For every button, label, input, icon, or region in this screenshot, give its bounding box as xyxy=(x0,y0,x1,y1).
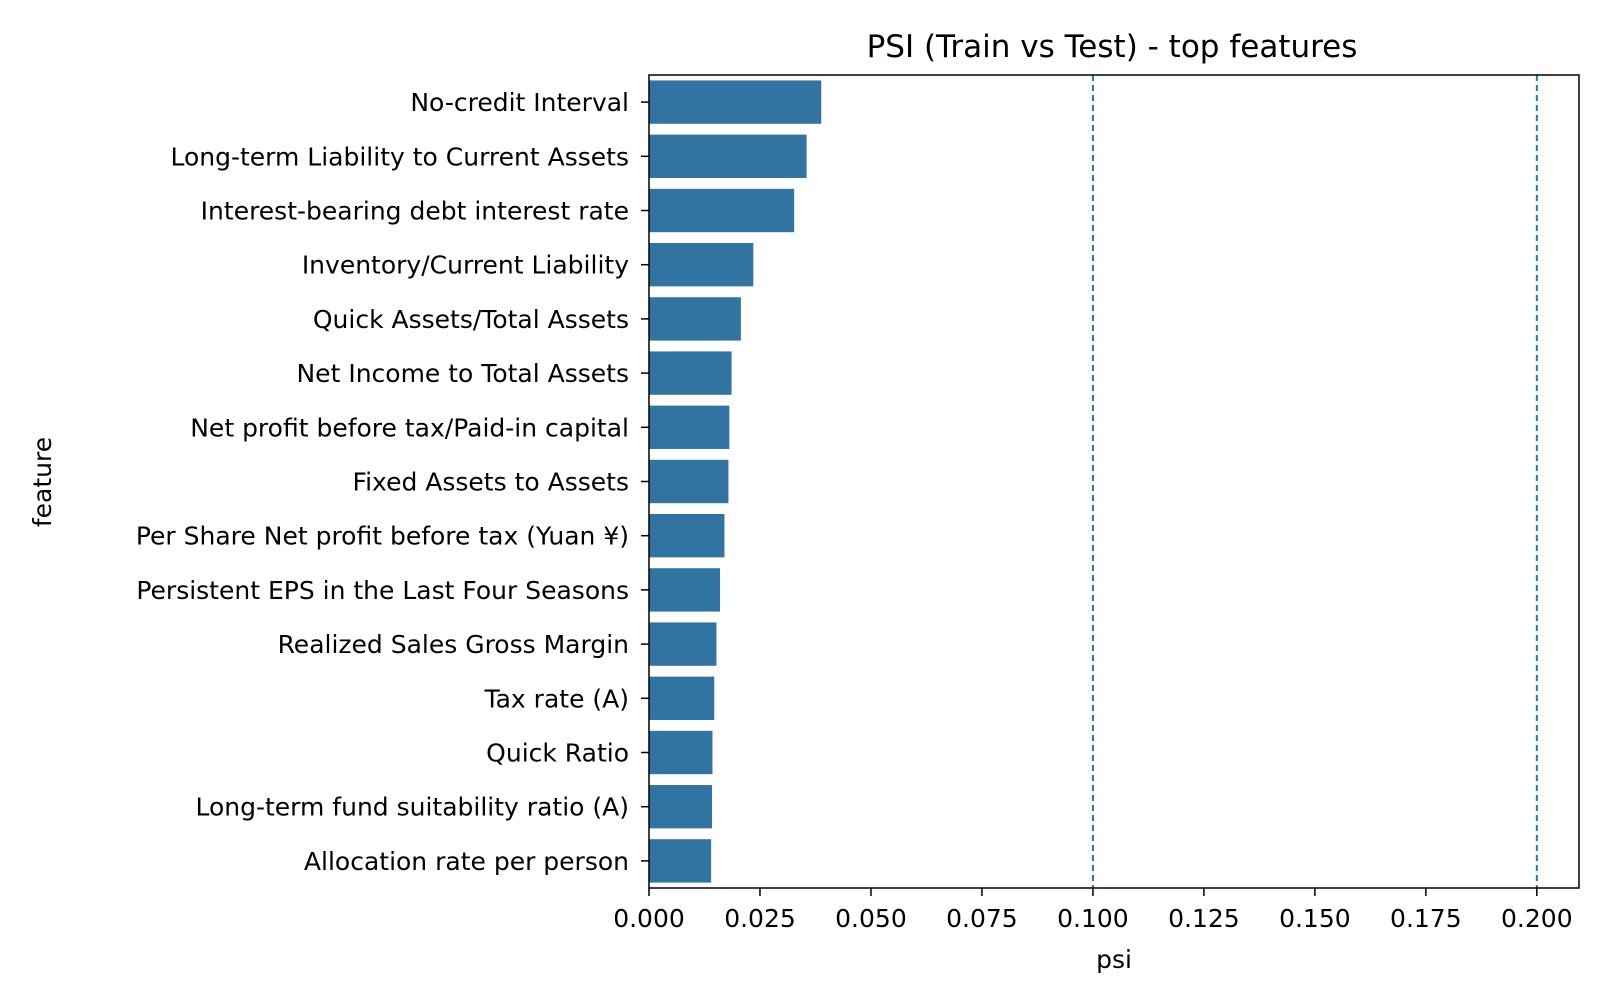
y-tick-label: Per Share Net profit before tax (Yuan ¥) xyxy=(136,522,629,551)
y-tick-label: No-credit Interval xyxy=(410,88,629,117)
bar xyxy=(649,134,807,178)
y-tick-label: Allocation rate per person xyxy=(304,847,629,876)
y-axis-ticks: No-credit Interval Long-term Liability to… xyxy=(136,88,649,876)
x-axis-label: psi xyxy=(1096,945,1132,974)
bar xyxy=(649,839,712,883)
y-tick-label: Net Income to Total Assets xyxy=(296,359,629,388)
y-axis-label: feature xyxy=(28,437,57,527)
bar xyxy=(649,785,713,829)
y-tick-label: Inventory/Current Liability xyxy=(302,251,629,280)
bar xyxy=(649,568,721,612)
y-tick-label: Quick Assets/Total Assets xyxy=(313,305,629,334)
bar xyxy=(649,80,822,124)
x-tick-label: 0.050 xyxy=(835,904,907,933)
x-tick-label: 0.125 xyxy=(1168,904,1240,933)
x-tick-label: 0.175 xyxy=(1390,904,1462,933)
bars-layer xyxy=(649,80,822,883)
y-tick-label: Quick Ratio xyxy=(486,739,629,768)
x-tick-label: 0.075 xyxy=(946,904,1018,933)
x-axis-ticks: 0.000 0.025 0.050 0.075 0.100 0.125 0.150 0.175… xyxy=(613,888,1573,933)
y-tick-label: Realized Sales Gross Margin xyxy=(278,630,629,659)
reference-lines-layer xyxy=(1091,75,1538,888)
bar xyxy=(649,459,729,504)
x-tick-label: 0.100 xyxy=(1057,904,1129,933)
chart-title: PSI (Train vs Test) - top features xyxy=(867,29,1358,65)
bar xyxy=(649,622,717,666)
y-tick-label: Tax rate (A) xyxy=(483,684,629,713)
y-tick-label: Net profit before tax/Paid-in capital xyxy=(190,413,629,442)
x-tick-label: 0.150 xyxy=(1279,904,1351,933)
x-tick-label: 0.200 xyxy=(1501,904,1573,933)
y-tick-label: Long-term fund suitability ratio (A) xyxy=(195,793,629,822)
bar xyxy=(649,676,715,720)
y-tick-label: Persistent EPS in the Last Four Seasons xyxy=(136,576,629,605)
y-tick-label: Long-term Liability to Current Assets xyxy=(170,142,629,171)
x-tick-label: 0.000 xyxy=(613,904,685,933)
y-tick-label: Fixed Assets to Assets xyxy=(353,468,629,497)
bar xyxy=(649,405,730,449)
x-tick-label: 0.025 xyxy=(724,904,796,933)
y-tick-label: Interest-bearing debt interest rate xyxy=(201,197,629,226)
bar xyxy=(649,297,741,341)
bar xyxy=(649,730,713,775)
bar xyxy=(649,514,725,558)
bar xyxy=(649,351,732,395)
bar xyxy=(649,188,795,233)
bar xyxy=(649,243,754,287)
